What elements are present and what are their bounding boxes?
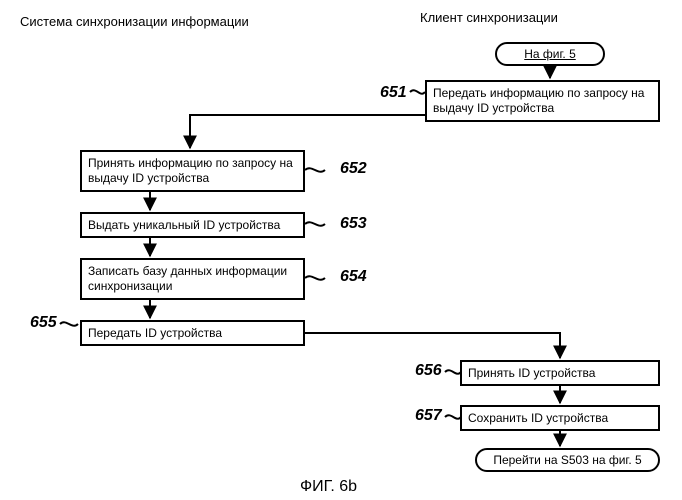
num-656: 656 xyxy=(415,362,442,380)
header-left: Система синхронизации информации xyxy=(20,14,249,29)
box-652: Принять информацию по запросу на выдачу … xyxy=(80,150,305,192)
num-657: 657 xyxy=(415,407,442,425)
box-653: Выдать уникальный ID устройства xyxy=(80,212,305,238)
num-653: 653 xyxy=(340,215,367,233)
terminator-end: Перейти на S503 на фиг. 5 xyxy=(475,448,660,472)
figure-caption: ФИГ. 6b xyxy=(300,478,357,496)
box-656: Принять ID устройства xyxy=(460,360,660,386)
num-655: 655 xyxy=(30,314,57,332)
num-651: 651 xyxy=(380,84,407,102)
box-657: Сохранить ID устройства xyxy=(460,405,660,431)
box-655: Передать ID устройства xyxy=(80,320,305,346)
num-654: 654 xyxy=(340,268,367,286)
box-651: Передать информацию по запросу на выдачу… xyxy=(425,80,660,122)
header-right: Клиент синхронизации xyxy=(420,10,558,25)
box-654: Записать базу данных информации синхрони… xyxy=(80,258,305,300)
terminator-start: На фиг. 5 xyxy=(495,42,605,66)
num-652: 652 xyxy=(340,160,367,178)
